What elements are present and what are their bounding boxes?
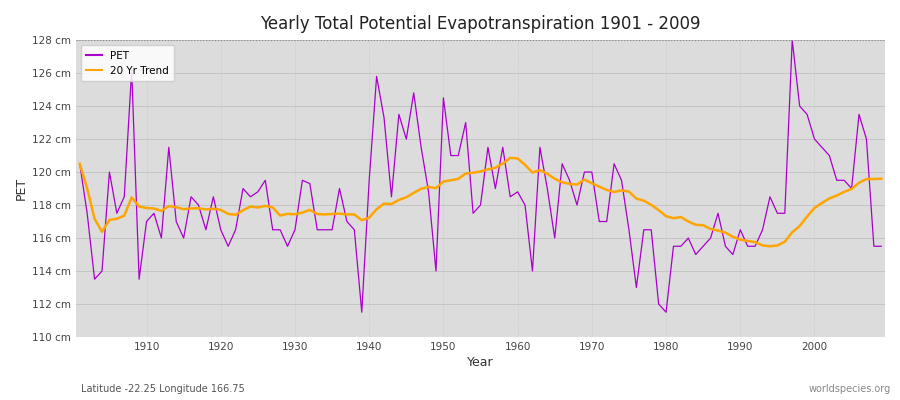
PET [787,38,797,42]
PET [134,277,145,282]
20 Yr Trend [512,156,523,161]
20 Yr Trend [341,212,352,217]
Line: PET: PET [80,40,881,312]
20 Yr Trend [876,176,886,181]
PET [876,244,886,249]
20 Yr Trend [505,156,516,160]
20 Yr Trend [519,162,530,167]
PET [512,190,523,194]
PET [297,178,308,183]
PET [356,310,367,315]
20 Yr Trend [765,244,776,249]
Title: Yearly Total Potential Evapotranspiration 1901 - 2009: Yearly Total Potential Evapotranspiratio… [260,15,701,33]
Legend: PET, 20 Yr Trend: PET, 20 Yr Trend [81,45,175,81]
20 Yr Trend [608,190,619,194]
PET [519,203,530,208]
PET [341,219,352,224]
20 Yr Trend [75,162,86,166]
20 Yr Trend [134,204,145,209]
PET [75,162,86,166]
X-axis label: Year: Year [467,356,494,369]
Line: 20 Yr Trend: 20 Yr Trend [80,158,881,246]
Text: Latitude -22.25 Longitude 166.75: Latitude -22.25 Longitude 166.75 [81,384,245,394]
PET [608,162,619,166]
Text: worldspecies.org: worldspecies.org [809,384,891,394]
Y-axis label: PET: PET [15,177,28,200]
20 Yr Trend [297,210,308,215]
